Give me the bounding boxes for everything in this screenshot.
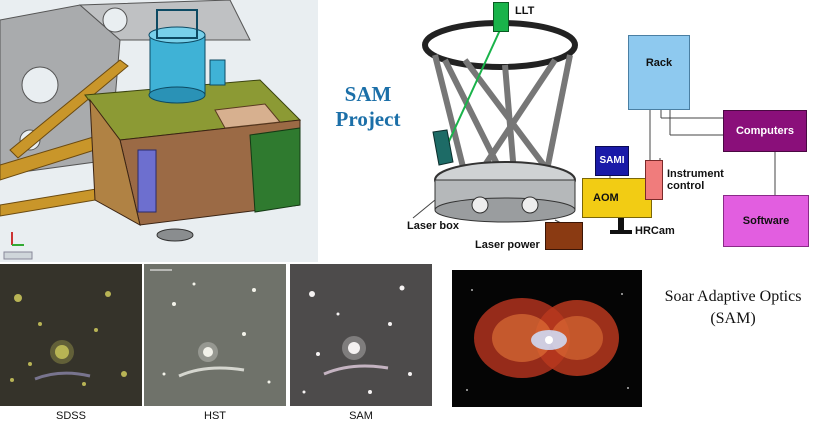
laser-box-label: Laser box [407, 220, 459, 232]
software-label: Software [742, 215, 790, 227]
sdss-caption: SDSS [56, 410, 86, 422]
computers-label: Computers [735, 125, 795, 137]
project-title-line1: SAM [344, 82, 392, 106]
sam-image [290, 264, 432, 406]
aom-label: AOM [593, 192, 619, 204]
rack-label: Rack [645, 56, 673, 69]
sam-description-line1: Soar Adaptive Optics [664, 288, 802, 305]
nebula-image [452, 270, 642, 407]
llt-box [493, 2, 509, 32]
laser-power-label: Laser power [475, 239, 540, 251]
project-title-line2: Project [335, 107, 401, 131]
sami-box: SAMI [595, 146, 629, 176]
sami-label: SAMI [599, 155, 625, 166]
aom-box: AOM [582, 178, 652, 218]
hrcam-label: HRCam [635, 225, 675, 237]
laser-power-box [545, 222, 583, 250]
software-box: Software [723, 195, 809, 247]
llt-label: LLT [515, 5, 535, 17]
instrument-control-label-line2: control [667, 180, 705, 192]
sam-caption: SAM [349, 410, 373, 422]
sdss-image [0, 264, 142, 406]
instrument-control-label: Instrument control [667, 168, 724, 192]
hst-caption: HST [204, 410, 226, 422]
instrument-control-label-line1: Instrument [667, 168, 724, 180]
cad-render-image [0, 0, 318, 262]
hst-image [144, 264, 286, 406]
computers-box: Computers [723, 110, 807, 152]
rack-box: Rack [628, 35, 690, 110]
sam-description-line2: (SAM) [710, 310, 756, 327]
telescope-structure-drawing [412, 20, 776, 234]
sam-system-diagram: LLT Rack Computers Software SAMI AOM Ins… [405, 0, 820, 262]
instrument-control-box [645, 160, 663, 200]
sam-description: Soar Adaptive Optics (SAM) [646, 286, 820, 330]
project-title: SAM Project [328, 82, 408, 132]
